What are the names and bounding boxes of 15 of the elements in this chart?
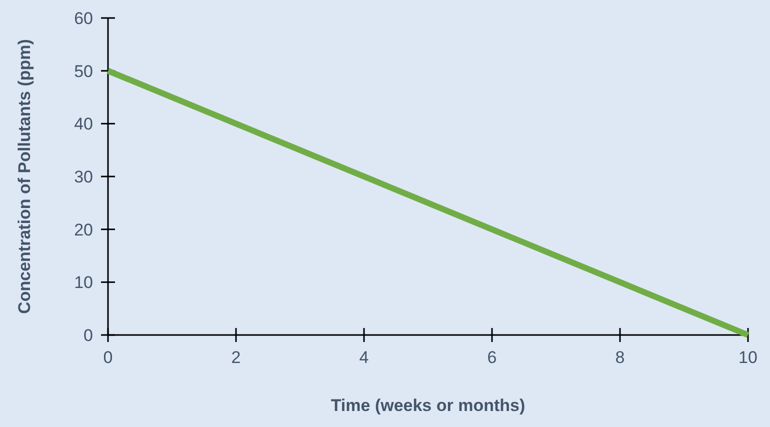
y-tick-label: 0 xyxy=(84,326,93,345)
y-tick-label: 40 xyxy=(74,114,93,134)
x-tick-label: 8 xyxy=(615,348,625,367)
x-tick-label: 6 xyxy=(487,348,497,367)
x-axis-title: Time (weeks or months) xyxy=(330,396,526,415)
x-tick-label: 4 xyxy=(359,348,369,367)
x-tick-label: 0 xyxy=(103,348,113,367)
y-tick-label: 30 xyxy=(74,167,93,186)
y-tick-label: 50 xyxy=(74,62,93,81)
x-tick-label: 10 xyxy=(738,348,758,367)
y-tick-label: 10 xyxy=(74,273,93,292)
y-axis-title: Concentration of Pollutants (ppm) xyxy=(15,39,34,314)
x-tick-label: 2 xyxy=(231,348,241,367)
y-tick-label: 60 xyxy=(74,8,93,28)
y-tick-label: 20 xyxy=(74,220,93,240)
